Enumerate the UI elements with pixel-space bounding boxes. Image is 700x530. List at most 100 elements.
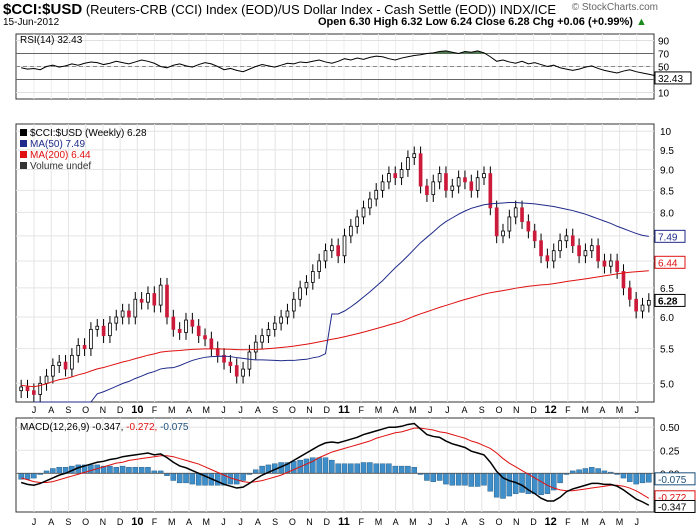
macd-x-month-label: D xyxy=(324,517,331,527)
price-candle xyxy=(418,153,423,187)
price-candle xyxy=(425,185,429,196)
macd-x-month-label: 12 xyxy=(545,516,557,528)
macd-x-month-label: J xyxy=(445,517,450,527)
price-x-month-label: M xyxy=(168,405,176,415)
price-x-month-label: J xyxy=(635,405,640,415)
macd-histogram-bar xyxy=(538,473,544,496)
price-x-month-label: A xyxy=(393,405,399,415)
macd-legend-part: MACD(12,26,9) xyxy=(20,422,92,433)
price-legend-entry: $CCI:$USD (Weekly) 6.28 xyxy=(30,128,147,139)
macd-histogram-bar xyxy=(253,469,259,474)
price-candle xyxy=(317,260,321,272)
macd-x-month-label: S xyxy=(65,517,71,527)
macd-histogram-bar xyxy=(367,462,373,474)
price-candle xyxy=(577,245,581,257)
price-candle xyxy=(551,250,556,262)
price-candle xyxy=(336,245,340,257)
price-y-tick: 8.5 xyxy=(660,186,674,197)
price-legend-entry: MA(200) 6.44 xyxy=(30,150,91,161)
price-candle xyxy=(114,316,119,324)
macd-histogram-bar xyxy=(462,473,468,486)
macd-y-tick: 0.50 xyxy=(660,423,680,434)
macd-hist-last-label: -0.075 xyxy=(658,475,687,486)
price-candle xyxy=(203,335,207,340)
price-candle xyxy=(89,328,93,350)
macd-histogram-bar xyxy=(113,467,120,474)
price-y-tick: 8.0 xyxy=(660,208,674,219)
price-candle xyxy=(634,298,638,312)
macd-histogram-bar xyxy=(557,473,563,484)
macd-histogram-bar xyxy=(474,473,481,487)
price-candle xyxy=(501,230,505,237)
macd-histogram-bar xyxy=(322,457,329,474)
macd-histogram-bar xyxy=(544,473,551,494)
rsi-line xyxy=(21,50,668,79)
price-x-month-label: A xyxy=(48,405,54,415)
price-x-month-label: J xyxy=(428,405,433,415)
price-candle xyxy=(621,271,626,289)
price-candle xyxy=(127,310,131,318)
price-candle xyxy=(558,240,562,252)
ma200-last-label: 6.44 xyxy=(658,258,678,269)
price-candle xyxy=(279,316,283,324)
price-x-month-label: J xyxy=(238,405,243,415)
price-candle xyxy=(482,173,486,179)
macd-histogram-bar xyxy=(138,467,145,474)
ma50-line xyxy=(33,202,649,403)
price-candle xyxy=(70,354,74,370)
macd-histogram-bar xyxy=(589,467,595,474)
price-candle xyxy=(374,189,379,200)
macd-x-month-label: S xyxy=(272,517,278,527)
price-candle xyxy=(291,298,296,312)
price-candle xyxy=(82,344,87,350)
price-x-month-label: F xyxy=(565,405,571,415)
macd-histogram-bar xyxy=(487,473,494,492)
price-candle xyxy=(19,386,23,392)
macd-histogram-bar xyxy=(373,463,379,474)
symbol-description: (Reuters-CRB (CCI) Index (EOD)/US Dollar… xyxy=(85,2,497,17)
macd-signal-line xyxy=(21,427,650,499)
macd-histogram-bar xyxy=(506,473,513,497)
price-candle xyxy=(51,365,55,377)
macd-histogram-bar xyxy=(145,467,151,474)
ma200-last-label-box xyxy=(654,255,686,269)
macd-histogram-bar xyxy=(132,467,139,474)
macd-histogram-bar xyxy=(455,473,462,486)
macd-histogram-bar xyxy=(341,463,348,474)
open-value: Open 6.30 xyxy=(318,16,371,28)
macd-last-label: -0.347 xyxy=(658,502,687,513)
price-x-month-label: 11 xyxy=(338,404,350,416)
macd-x-month-label: M xyxy=(168,517,176,527)
price-candle xyxy=(260,335,264,343)
macd-x-month-label: N xyxy=(513,517,520,527)
price-candle xyxy=(342,235,347,257)
price-candle xyxy=(615,260,619,272)
macd-histogram-bar xyxy=(31,473,37,479)
macd-histogram-bar xyxy=(291,461,297,474)
price-candle xyxy=(298,287,302,300)
macd-panel xyxy=(15,417,655,513)
macd-x-month-label: J xyxy=(635,517,640,527)
price-candle xyxy=(349,225,353,237)
rsi-y-tick: 90 xyxy=(658,37,670,48)
low-value: Low 6.24 xyxy=(425,16,473,28)
macd-histogram-bar xyxy=(519,473,525,493)
price-x-month-label: D xyxy=(324,405,331,415)
macd-x-month-label: M xyxy=(409,517,417,527)
price-x-month-label: M xyxy=(409,405,417,415)
price-candle xyxy=(215,348,220,356)
macd-histogram-bar xyxy=(214,473,221,486)
price-candle xyxy=(184,319,188,333)
price-candle xyxy=(589,245,594,252)
price-candle xyxy=(76,344,81,356)
macd-histogram-bar xyxy=(481,473,487,486)
macd-x-month-label: M xyxy=(375,517,383,527)
macd-histogram-bar xyxy=(398,465,405,474)
price-candle xyxy=(165,284,169,318)
price-candle xyxy=(532,230,537,242)
rsi-last-label: 32.43 xyxy=(658,74,683,85)
price-candle xyxy=(393,173,398,179)
price-candle xyxy=(647,300,651,306)
price-y-tick: 6.0 xyxy=(660,313,674,324)
price-y-tick: 10 xyxy=(660,127,672,138)
